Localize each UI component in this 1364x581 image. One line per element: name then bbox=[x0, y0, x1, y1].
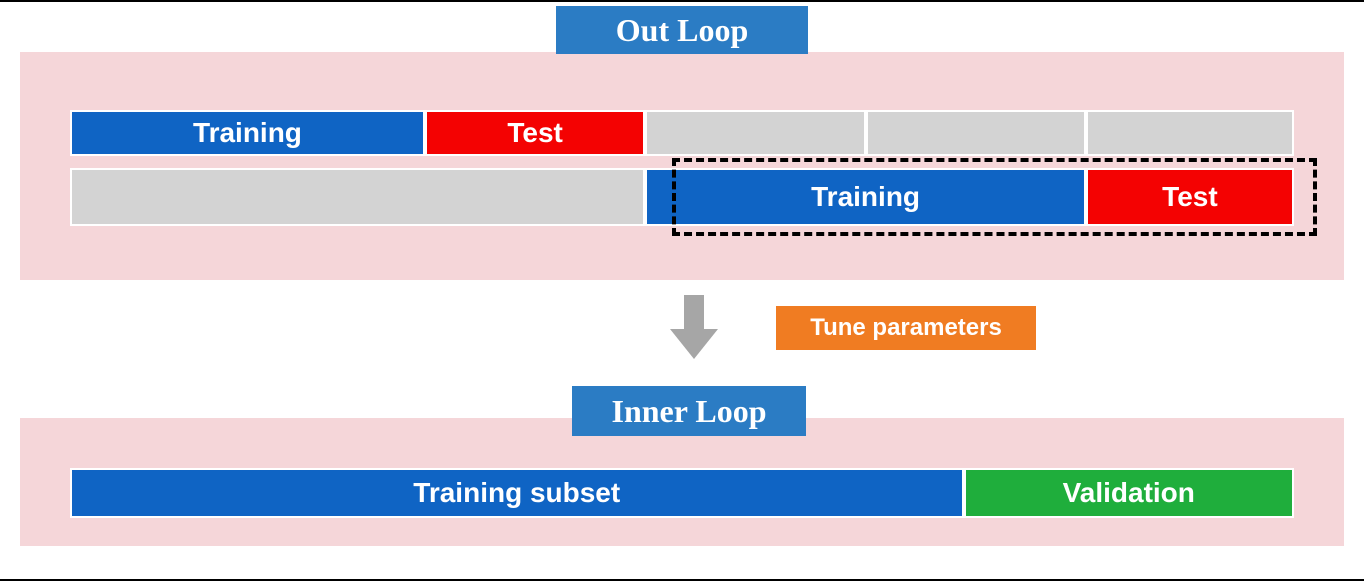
tune-parameters-badge: Tune parameters bbox=[776, 306, 1036, 350]
inner-loop-title-badge: Inner Loop bbox=[572, 386, 806, 436]
training-cell: Training subset bbox=[70, 468, 964, 518]
empty-cell bbox=[1086, 110, 1294, 156]
empty-cell bbox=[70, 168, 645, 226]
inner-row-1: Training subsetValidation bbox=[70, 468, 1294, 518]
outer-loop-panel bbox=[20, 52, 1344, 280]
outer-row-2: TrainingTest bbox=[70, 168, 1294, 226]
outer-row-1: TrainingTest bbox=[70, 110, 1294, 156]
test-cell: Test bbox=[1086, 168, 1294, 226]
training-cell: Training bbox=[70, 110, 425, 156]
empty-cell bbox=[645, 110, 865, 156]
training-cell: Training bbox=[645, 168, 1086, 226]
test-cell: Test bbox=[425, 110, 645, 156]
outer-loop-title-badge: Out Loop bbox=[556, 6, 808, 54]
empty-cell bbox=[866, 110, 1086, 156]
down-arrow-icon bbox=[666, 295, 722, 359]
validation-cell: Validation bbox=[964, 468, 1294, 518]
